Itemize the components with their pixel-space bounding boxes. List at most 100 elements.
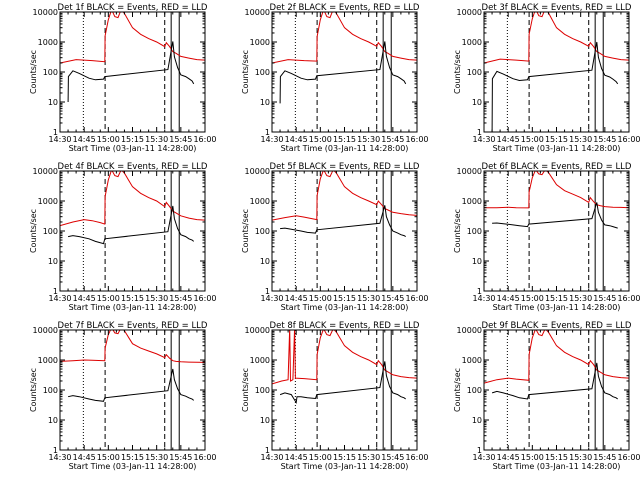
x-tick-label: 16:00 — [405, 135, 428, 144]
panel-4: Det 4f BLACK = Events, RED = LLD 1 10 100 10… — [29, 162, 217, 312]
x-tick-label: 15:15 — [333, 294, 356, 303]
panel-title: Det 4f BLACK = Events, RED = LLD — [58, 162, 208, 172]
panel-title: Det 8f BLACK = Events, RED = LLD — [270, 321, 420, 331]
plot-frame — [59, 11, 206, 133]
y-tick-label: 100 — [467, 227, 482, 236]
y-tick-label: 1 — [53, 287, 58, 296]
y-tick-label: 1 — [477, 287, 482, 296]
x-tick-label: 15:00 — [521, 135, 544, 144]
y-tick-label: 10000 — [33, 8, 58, 17]
x-tick-label: 15:30 — [569, 453, 592, 462]
x-tick-label: 15:45 — [593, 135, 616, 144]
x-tick-label: 15:30 — [145, 453, 168, 462]
panel-title: Det 9f BLACK = Events, RED = LLD — [482, 321, 632, 331]
lld-series-line — [60, 171, 205, 227]
lld-series-line — [484, 12, 629, 64]
x-tick-label: 14:30 — [472, 135, 495, 144]
plot-frame — [483, 11, 630, 133]
lld-series-line — [60, 330, 205, 363]
events-series-line — [280, 205, 406, 238]
x-axis-label: Start Time (03-Jan-11 14:28:00) — [69, 462, 197, 471]
panel-title: Det 1f BLACK = Events, RED = LLD — [58, 3, 208, 13]
y-tick-label: 1000 — [38, 197, 58, 206]
y-tick-label: 100 — [43, 68, 58, 77]
x-tick-label: 15:45 — [381, 135, 404, 144]
y-tick-label: 10000 — [33, 326, 58, 335]
x-axis-label: Start Time (03-Jan-11 14:28:00) — [493, 462, 621, 471]
y-axis-label: Counts/sec — [241, 209, 250, 253]
x-tick-label: 16:00 — [405, 294, 428, 303]
y-tick-label: 100 — [255, 386, 270, 395]
lld-series-line — [272, 12, 417, 64]
events-series-line — [67, 41, 195, 103]
x-tick-label: 15:15 — [333, 453, 356, 462]
x-axis-label: Start Time (03-Jan-11 14:28:00) — [69, 144, 197, 153]
x-tick-label: 15:15 — [121, 135, 144, 144]
y-tick-label: 1000 — [462, 38, 482, 47]
events-series-line — [492, 202, 618, 229]
x-tick-label: 15:00 — [97, 294, 120, 303]
y-tick-label: 10000 — [245, 167, 270, 176]
x-tick-label: 15:30 — [569, 294, 592, 303]
lld-series-line — [60, 12, 205, 64]
x-tick-label: 15:00 — [521, 294, 544, 303]
x-tick-label: 15:30 — [357, 135, 380, 144]
x-axis-label: Start Time (03-Jan-11 14:28:00) — [281, 462, 409, 471]
y-axis-label: Counts/sec — [29, 209, 38, 253]
x-tick-label: 16:00 — [193, 294, 216, 303]
x-tick-label: 14:30 — [260, 294, 283, 303]
x-tick-label: 15:00 — [309, 453, 332, 462]
y-tick-label: 1000 — [250, 38, 270, 47]
x-tick-label: 16:00 — [617, 453, 640, 462]
x-tick-label: 15:45 — [381, 453, 404, 462]
panel-title: Det 2f BLACK = Events, RED = LLD — [270, 3, 420, 13]
x-tick-label: 14:45 — [497, 294, 520, 303]
panel-data — [272, 330, 417, 405]
x-tick-label: 15:00 — [521, 453, 544, 462]
x-tick-label: 15:30 — [357, 294, 380, 303]
panel-data — [60, 171, 205, 245]
y-tick-label: 1 — [53, 446, 58, 455]
lld-series-line — [484, 171, 629, 209]
y-tick-label: 1000 — [250, 197, 270, 206]
plot-frame — [271, 170, 418, 292]
y-tick-label: 1000 — [38, 356, 58, 365]
x-tick-label: 15:00 — [309, 294, 332, 303]
y-axis-label: Counts/sec — [241, 50, 250, 94]
x-tick-label: 14:30 — [472, 453, 495, 462]
y-tick-label: 1 — [477, 128, 482, 137]
x-tick-label: 15:15 — [545, 294, 568, 303]
y-tick-label: 10000 — [245, 8, 270, 17]
y-tick-label: 10000 — [457, 167, 482, 176]
y-tick-label: 1000 — [250, 356, 270, 365]
x-tick-label: 14:30 — [260, 453, 283, 462]
x-tick-label: 15:30 — [145, 294, 168, 303]
x-tick-label: 15:30 — [569, 135, 592, 144]
x-tick-label: 14:30 — [48, 294, 71, 303]
lld-series-line — [272, 330, 417, 385]
y-tick-label: 1 — [477, 446, 482, 455]
x-axis-label: Start Time (03-Jan-11 14:28:00) — [493, 303, 621, 312]
x-tick-label: 15:00 — [309, 135, 332, 144]
x-tick-label: 15:15 — [121, 453, 144, 462]
y-tick-label: 10 — [472, 98, 482, 107]
y-tick-label: 100 — [43, 227, 58, 236]
y-tick-label: 1000 — [462, 356, 482, 365]
y-tick-label: 10000 — [33, 167, 58, 176]
plot-frame — [59, 170, 206, 292]
y-tick-label: 100 — [467, 68, 482, 77]
events-series-line — [491, 362, 618, 400]
y-tick-label: 10 — [48, 98, 58, 107]
plot-frame — [271, 11, 418, 133]
panel-title: Det 7f BLACK = Events, RED = LLD — [58, 321, 208, 331]
panel-data — [60, 330, 205, 402]
x-tick-label: 14:45 — [73, 135, 96, 144]
x-tick-label: 15:45 — [169, 294, 192, 303]
panel-2: Det 2f BLACK = Events, RED = LLD 1 10 100 10… — [241, 3, 429, 153]
lld-series-line — [272, 171, 417, 221]
y-tick-label: 1000 — [38, 38, 58, 47]
x-tick-label: 15:45 — [381, 294, 404, 303]
y-axis-label: Counts/sec — [29, 368, 38, 412]
plot-frame — [483, 329, 630, 451]
